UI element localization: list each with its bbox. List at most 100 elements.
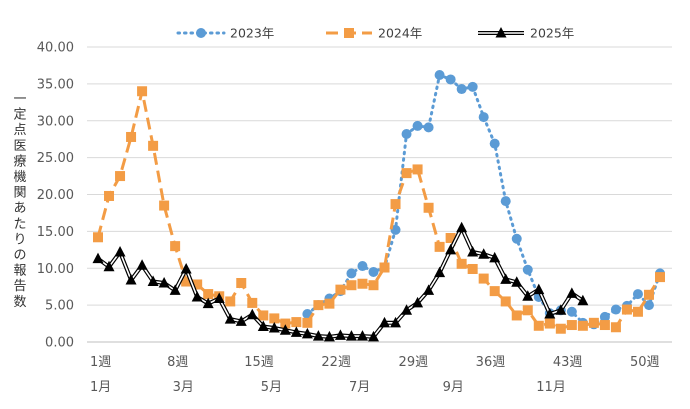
data-point	[445, 74, 456, 85]
data-point	[500, 296, 511, 307]
data-point	[346, 268, 357, 279]
data-point	[114, 246, 126, 257]
month-tick-label: 7月	[349, 380, 370, 395]
data-point	[169, 284, 181, 295]
data-point	[599, 320, 610, 331]
data-point	[489, 138, 500, 149]
data-point	[500, 273, 512, 284]
data-point	[610, 304, 621, 315]
data-point	[334, 329, 346, 340]
data-point	[632, 289, 643, 300]
data-point	[192, 279, 203, 290]
x-tick-label: 15週	[244, 355, 274, 370]
data-point	[280, 318, 291, 329]
y-tick-label: 10.00	[37, 262, 74, 277]
data-point	[445, 233, 456, 244]
data-point	[257, 320, 269, 332]
data-point	[555, 323, 566, 334]
data-point	[588, 317, 599, 328]
data-point	[390, 199, 401, 210]
data-point	[268, 321, 280, 333]
data-point	[357, 261, 368, 272]
data-point	[269, 313, 280, 324]
data-point	[367, 330, 379, 342]
data-point	[544, 318, 555, 329]
data-point	[522, 264, 533, 275]
data-point	[522, 290, 534, 301]
data-point	[489, 286, 500, 297]
series-line	[96, 89, 662, 331]
data-point	[247, 297, 258, 308]
data-point	[246, 308, 258, 320]
data-point	[302, 317, 313, 328]
data-point	[412, 164, 423, 175]
y-axis-ticks: 0.00 5.00 10.00 15.00 20.00 25.00 30.00 35.00 40…	[37, 41, 74, 351]
y-tick-label: 20.00	[37, 188, 74, 203]
data-point	[159, 200, 170, 211]
data-point	[456, 258, 467, 269]
data-point	[379, 262, 390, 273]
y-tick-label: 5.00	[45, 299, 74, 314]
data-point	[279, 324, 291, 335]
data-point	[323, 330, 335, 342]
month-tick-label: 11月	[536, 380, 566, 395]
legend-label: 2025年	[530, 26, 574, 41]
data-point	[401, 129, 412, 140]
x-tick-label: 1週	[90, 355, 111, 370]
data-point	[170, 241, 181, 252]
y-tick-label: 40.00	[37, 41, 74, 56]
series-2025年	[92, 221, 589, 342]
data-point	[301, 327, 313, 339]
data-point	[324, 298, 335, 309]
data-point	[180, 262, 192, 274]
month-tick-label: 5月	[261, 380, 282, 395]
data-point	[390, 224, 401, 235]
y-tick-label: 25.00	[37, 151, 74, 166]
data-point	[555, 304, 567, 315]
data-point	[599, 311, 610, 322]
data-point	[495, 27, 507, 38]
data-point	[577, 320, 588, 331]
data-point	[137, 86, 148, 97]
data-point	[313, 300, 324, 311]
data-point	[236, 278, 247, 288]
data-point	[467, 81, 478, 92]
data-point	[655, 272, 665, 283]
data-point	[335, 284, 346, 295]
x-tick-label: 8週	[167, 355, 188, 370]
data-point	[203, 289, 214, 300]
data-point	[621, 304, 632, 315]
data-point	[356, 330, 368, 341]
x-tick-label: 29週	[399, 355, 429, 370]
data-point	[610, 322, 621, 333]
y-tick-label: 15.00	[37, 225, 74, 240]
data-point	[379, 316, 391, 328]
data-point	[357, 278, 368, 289]
data-point	[368, 266, 379, 277]
data-point	[213, 292, 225, 303]
series-2024年	[93, 86, 665, 334]
data-point	[346, 280, 357, 291]
data-point	[566, 320, 577, 331]
data-point	[158, 277, 170, 288]
data-point	[115, 171, 126, 182]
data-point	[412, 296, 424, 308]
data-point	[126, 131, 137, 142]
data-point	[345, 330, 357, 341]
data-point	[456, 84, 467, 95]
month-tick-label: 1月	[90, 380, 111, 395]
data-point	[401, 168, 412, 179]
y-tick-label: 35.00	[37, 77, 74, 92]
data-point	[125, 274, 137, 285]
data-point	[478, 273, 489, 284]
data-point	[390, 316, 402, 328]
x-axis-week-ticks: 1週 8週 15週 22週 29週 36週 43週 50週	[90, 355, 660, 370]
data-point	[258, 310, 269, 321]
data-point	[445, 243, 457, 255]
data-point	[456, 221, 468, 233]
data-point	[478, 248, 490, 259]
data-point	[196, 28, 206, 38]
data-point	[511, 310, 522, 321]
data-point	[148, 140, 159, 151]
